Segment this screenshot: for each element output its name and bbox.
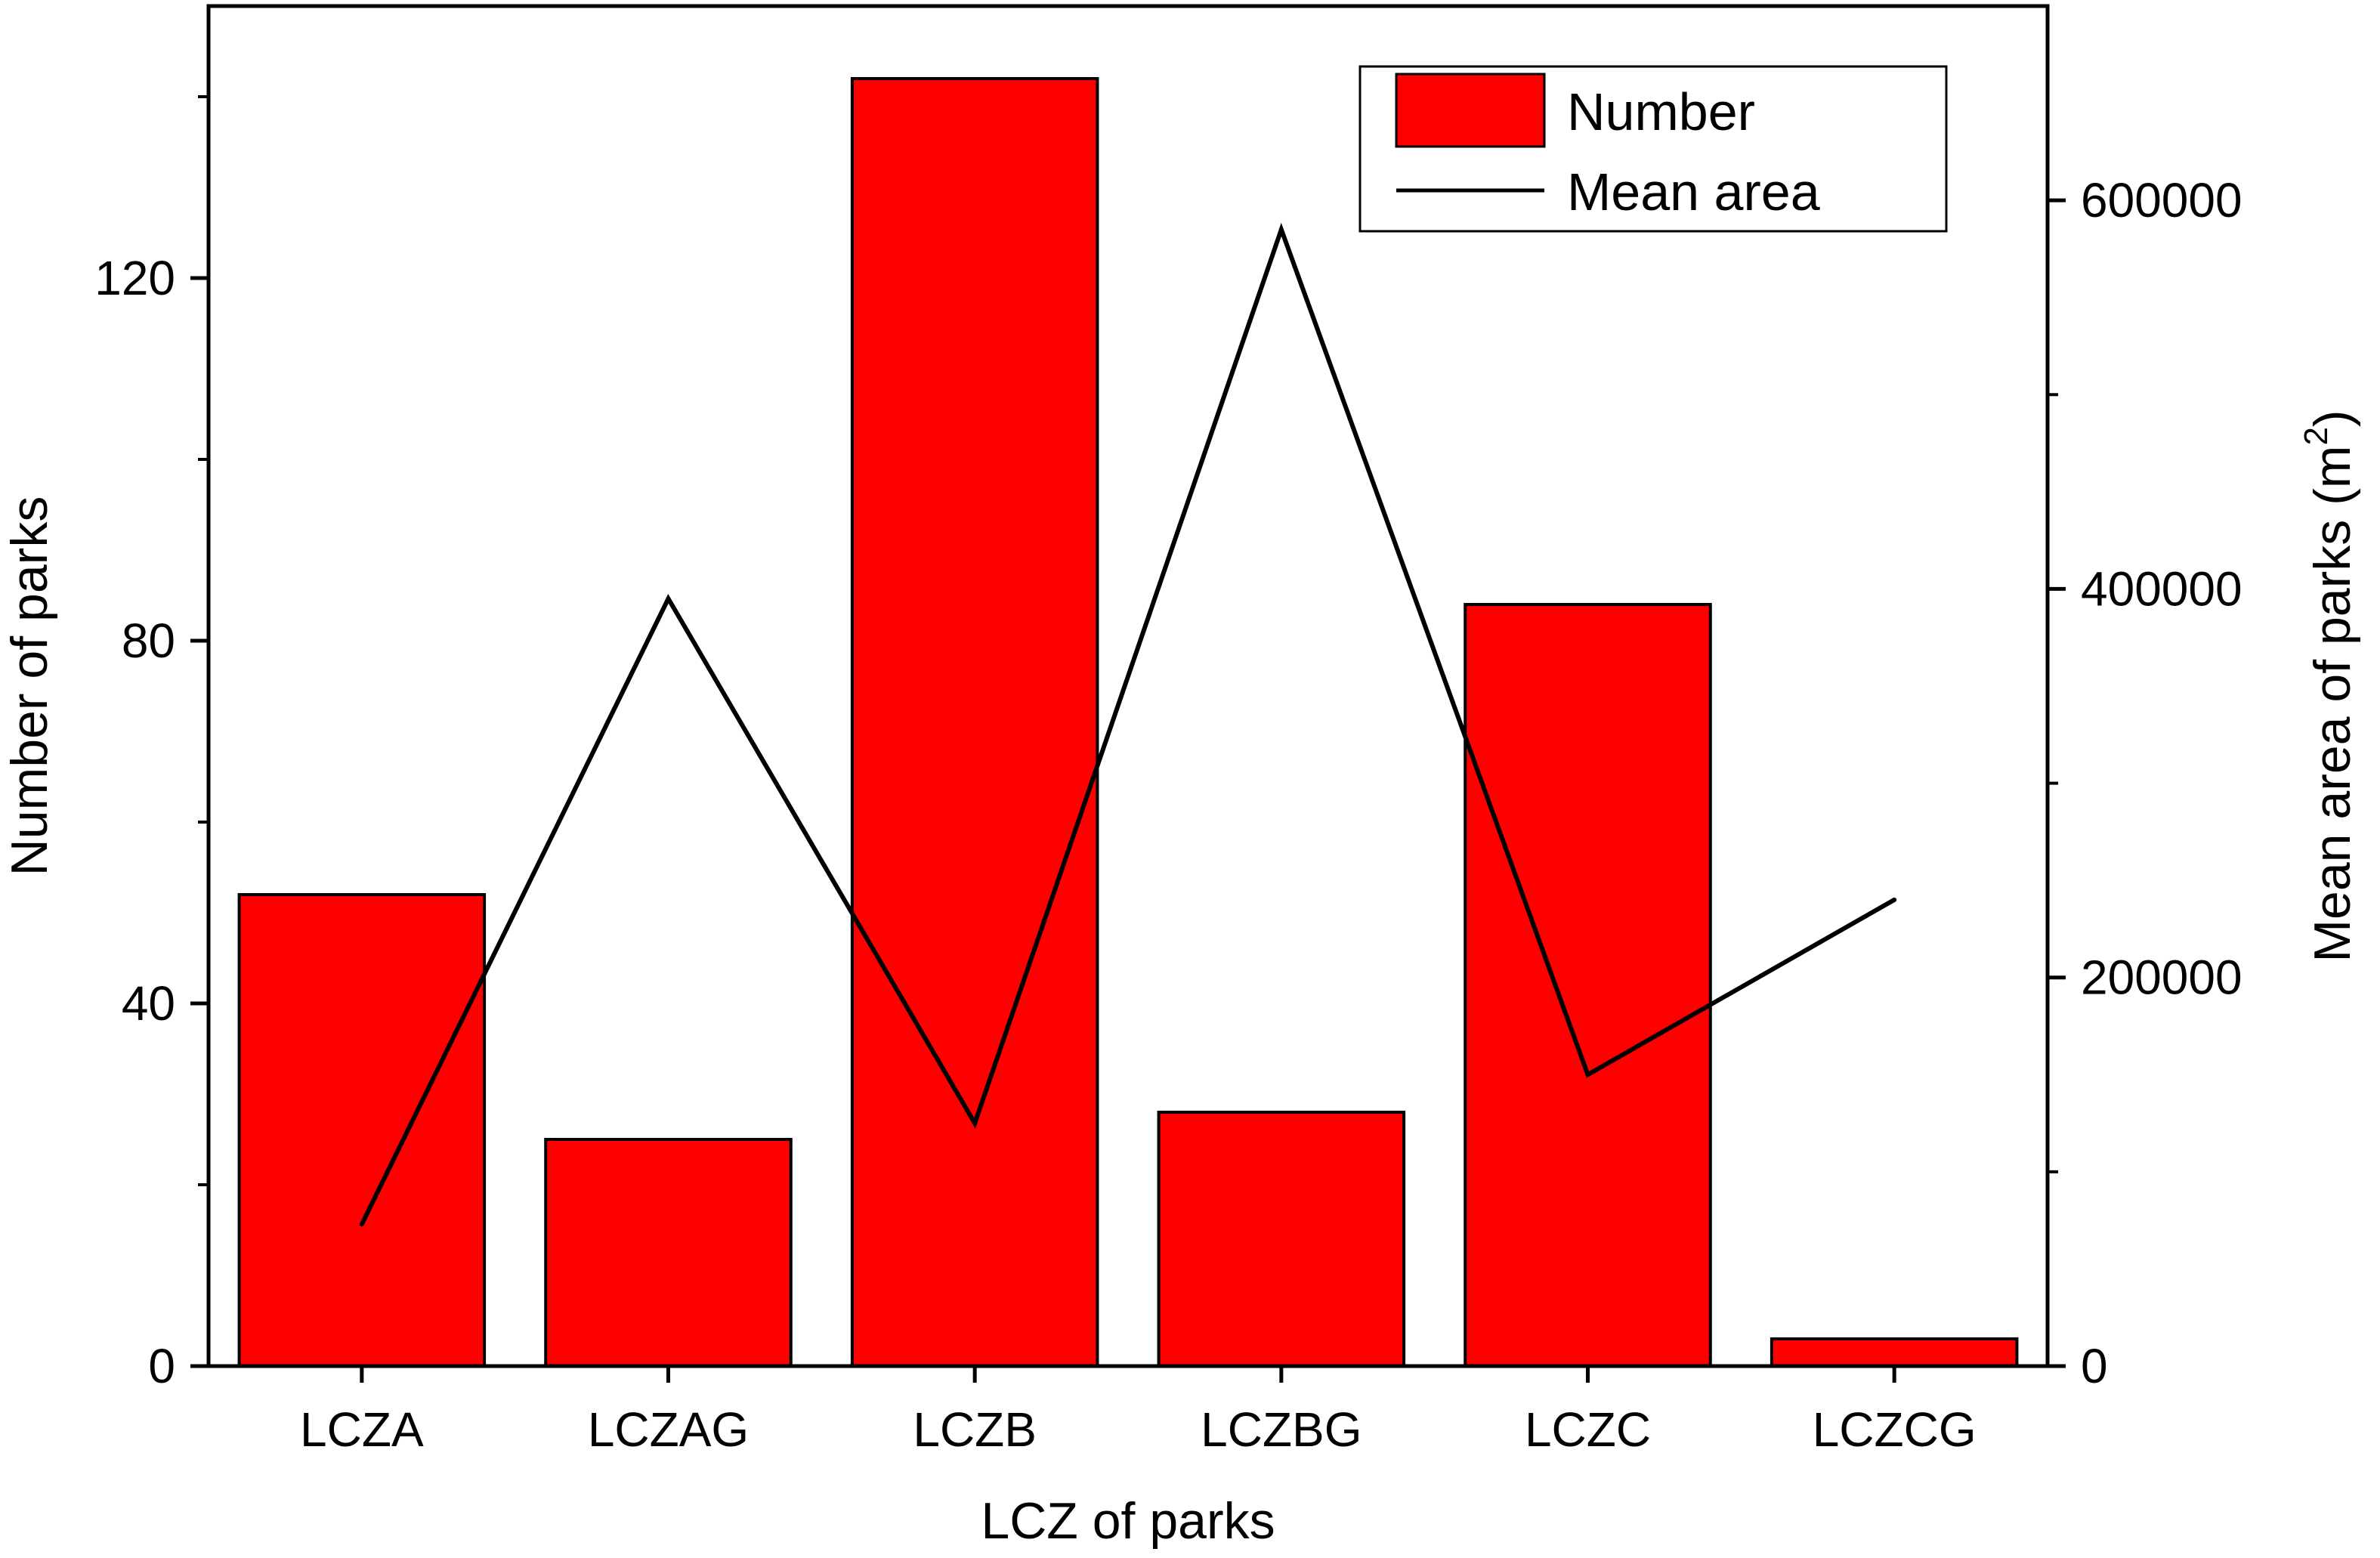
mean-area-point-lczb [972,1121,978,1126]
legend-swatch-number [1395,73,1546,148]
legend-label-mean-area: Mean area [1567,162,1820,221]
bar-lczb [850,77,1099,1368]
x-tick-label: LCZCG [1813,1402,1977,1457]
y-tick-label: 120 [94,251,175,305]
x-tick-label: LCZAG [588,1402,749,1457]
y2-tick-label: 400000 [2081,561,2242,616]
y2-axis-title-main: Mean area of parks (m [2304,446,2361,963]
mean-area-point-lczbg [1278,227,1284,232]
mean-area-line [360,222,1896,1226]
bar-lczbg [1157,1111,1406,1368]
y-tick-label: 0 [148,1339,175,1393]
legend: Number Mean area [1358,65,1948,233]
y-axis-left: 0 40 80 120 [94,95,209,1393]
plot-frame [206,4,2050,1368]
mean-area-point-lczag [666,596,671,601]
bar-lcza [237,893,487,1368]
y-axis-title: Number of parks [1,496,58,876]
bar-lczag [544,1138,793,1368]
x-tick-label: LCZB [913,1402,1037,1457]
bar-lczc [1464,603,1712,1368]
bar-lczcg [1770,1337,2019,1368]
y2-tick-label: 0 [2081,1339,2108,1393]
mean-area-point-lcza [359,1222,364,1227]
x-axis-title: LCZ of parks [981,1492,1275,1550]
x-tick-label: LCZC [1525,1402,1651,1457]
y2-axis-title: Mean area of parks (m2) [2298,410,2361,962]
x-axis: LCZA LCZAG LCZB LCZBG LCZC LCZCG [300,1366,1977,1457]
bars-layer [237,77,2019,1368]
mean-area-point-lczc [1585,1072,1590,1077]
legend-label-number: Number [1567,82,1755,141]
x-tick-label: LCZA [300,1402,424,1457]
y-tick-label: 80 [122,614,175,668]
y2-tick-label: 600000 [2081,173,2242,227]
mean-area-point-lczcg [1892,897,1897,902]
y2-tick-label: 200000 [2081,951,2242,1005]
y-tick-label: 40 [122,976,175,1031]
y2-axis-title-close: ) [2304,410,2361,427]
line-layer [359,222,1897,1227]
y-axis-right: 0 200000 400000 600000 [2048,173,2242,1393]
x-tick-label: LCZBG [1201,1402,1362,1457]
y2-axis-title-superscript: 2 [2298,427,2335,445]
